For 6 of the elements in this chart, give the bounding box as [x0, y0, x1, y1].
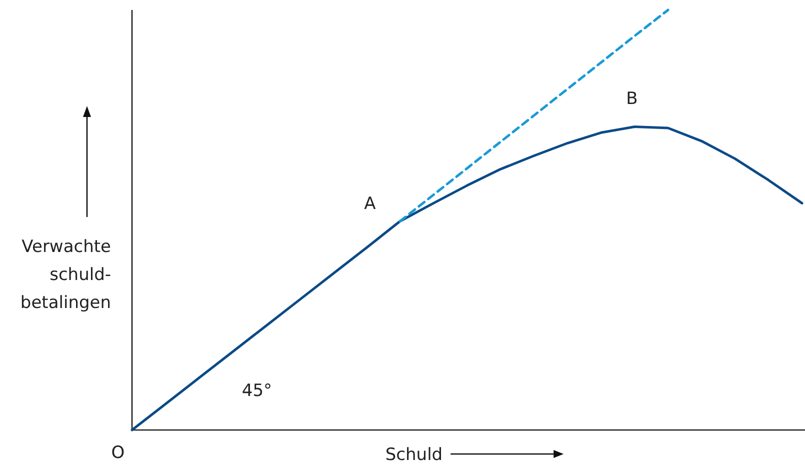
x-axis-title: Schuld — [385, 445, 443, 465]
annotation: 45° — [242, 380, 272, 401]
text: O — [111, 442, 125, 463]
annotation: A — [364, 194, 376, 214]
y-axis-title: Verwachte schuld-betalingen — [20, 237, 111, 313]
annotation: B — [626, 88, 638, 109]
